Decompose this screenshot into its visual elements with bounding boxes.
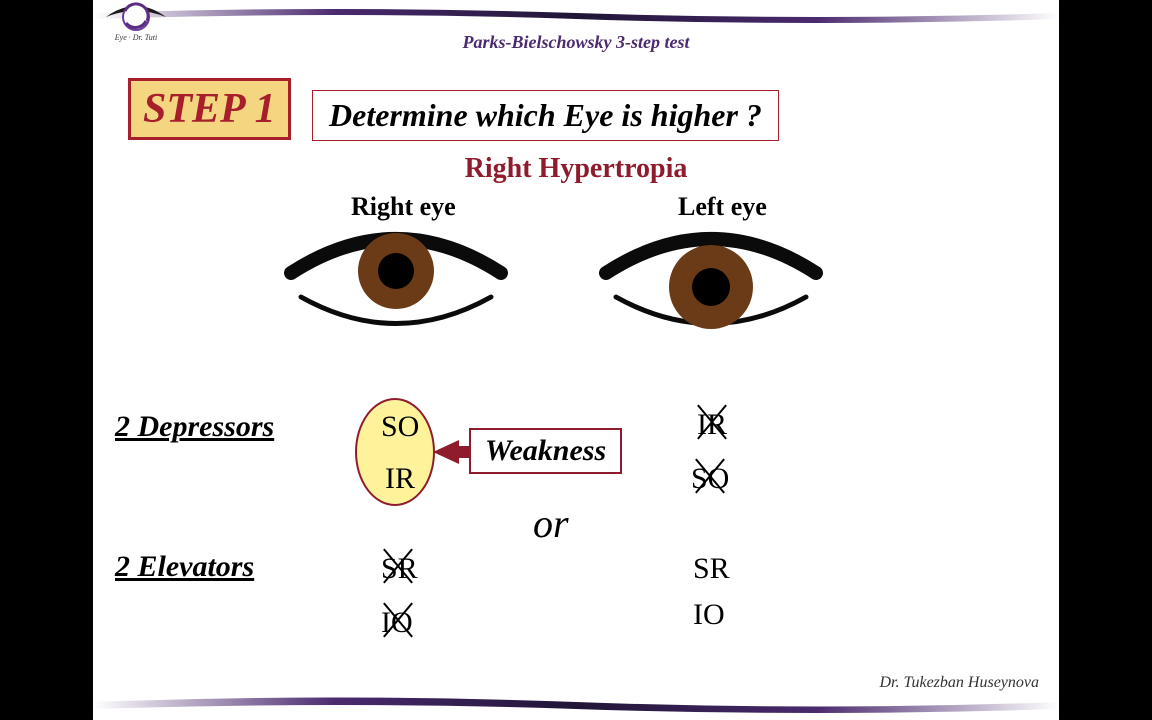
muscle-right-ir: IR — [385, 462, 415, 496]
muscle-right-so: SO — [381, 410, 419, 444]
muscle-left-ir: IR — [697, 408, 727, 442]
or-label: or — [533, 500, 569, 547]
right-eye-label: Right eye — [351, 192, 456, 222]
muscle-right-io: IO — [381, 606, 413, 640]
muscle-right-sr: SR — [381, 552, 418, 586]
slide: Eye · Dr. Tuti Parks-Bielschowsky 3-step… — [93, 0, 1059, 720]
weakness-label: Weakness — [469, 428, 622, 474]
left-eye-label: Left eye — [678, 192, 767, 222]
diagnosis-text: Right Hypertropia — [93, 153, 1059, 185]
slide-title: Parks-Bielschowsky 3-step test — [93, 32, 1059, 53]
depressors-heading: 2 Depressors — [115, 410, 274, 444]
muscle-left-so: SO — [691, 462, 729, 496]
step-instruction: Determine which Eye is higher ? — [312, 90, 779, 141]
arrow-icon — [433, 440, 459, 464]
banner-top — [93, 5, 1059, 25]
step-badge: STEP 1 — [128, 78, 291, 140]
elevators-heading: 2 Elevators — [115, 550, 254, 584]
right-eye-icon — [283, 225, 509, 345]
muscle-left-io: IO — [693, 598, 725, 632]
banner-bottom — [93, 693, 1059, 715]
author-credit: Dr. Tukezban Huseynova — [879, 674, 1039, 692]
muscle-left-sr: SR — [693, 552, 730, 586]
left-eye-icon — [598, 225, 824, 345]
